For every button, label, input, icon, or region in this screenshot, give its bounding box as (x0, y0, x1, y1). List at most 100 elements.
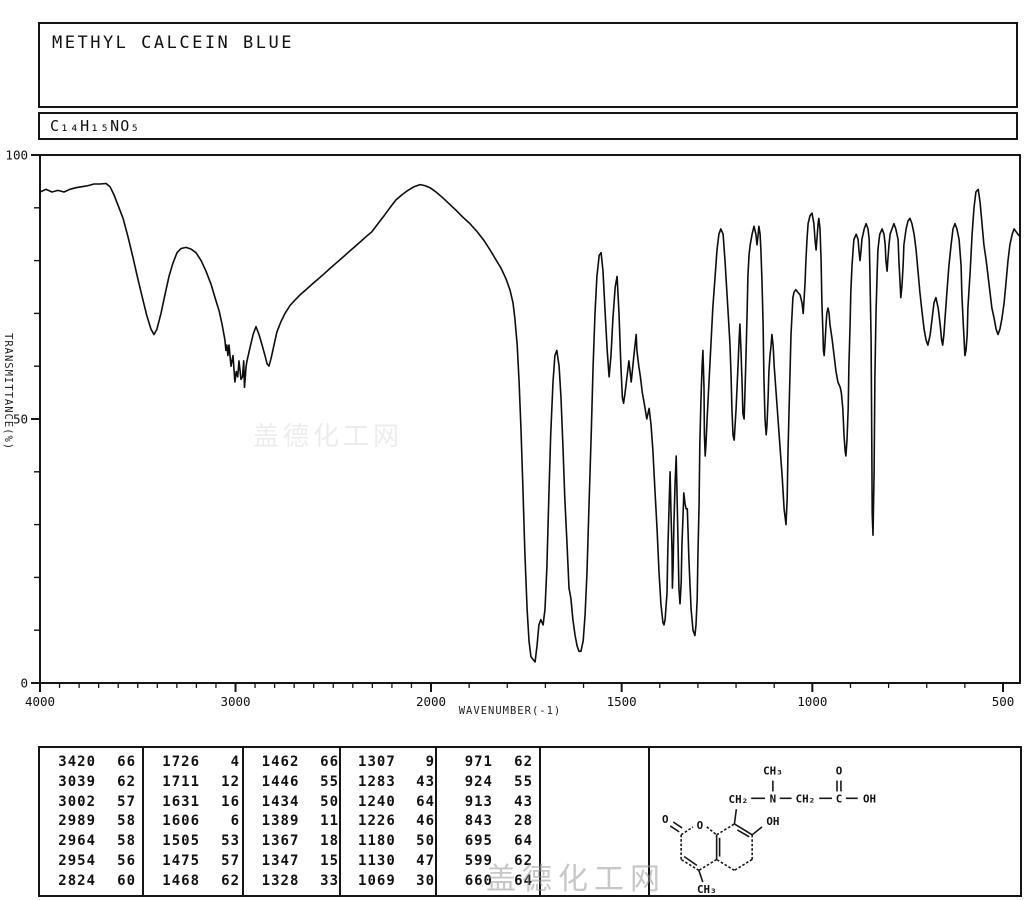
peak-table-column-4: 1307 9 1283 43 1240 64 1226 46 1180 50 1130 47 1069 3… (339, 748, 435, 895)
peak-wavenumber: 2954 (58, 853, 96, 870)
x-axis-title: WAVENUMBER(-1) (458, 705, 562, 717)
peak-transmittance: 62 (221, 872, 240, 889)
peak-transmittance: 62 (514, 753, 533, 770)
peak-table-column-2: 1726 4 1711 12 1631 16 1606 6 1505 53 1475 57 1468 62 (142, 748, 242, 895)
peak-transmittance: 58 (117, 833, 136, 850)
peak-wavenumber: 1180 (358, 833, 396, 850)
peak-wavenumber: 1475 (162, 853, 200, 870)
peak-transmittance: 47 (416, 853, 435, 870)
ir-spectrum-curve (39, 182, 1022, 663)
peak-wavenumber: 1226 (358, 813, 396, 830)
peak-table-row: 3420 66 (40, 755, 142, 769)
peak-wavenumber: 1283 (358, 773, 396, 790)
peak-wavenumber: 1711 (162, 773, 200, 790)
peak-transmittance: 11 (320, 813, 339, 830)
peak-table-row: 1328 33 (244, 874, 339, 888)
peak-table-row: 1631 16 (144, 795, 242, 809)
peak-wavenumber: 2824 (58, 872, 96, 889)
peak-transmittance: 64 (514, 872, 533, 889)
ring-oxygen-label: O (697, 819, 704, 832)
chemical-structure-drawing: O O OH CH₂ N CH₃ CH₂ C O OH CH₃ (662, 765, 876, 895)
peak-wavenumber: 843 (464, 813, 493, 830)
peak-table-row: 1726 4 (144, 755, 242, 769)
peak-table-row: 971 62 (437, 755, 539, 769)
peak-table-row: 1130 47 (341, 854, 435, 868)
peak-table-row: 1446 55 (244, 775, 339, 789)
carboxyl-o-label: O (836, 765, 843, 778)
peak-wavenumber: 971 (464, 753, 493, 770)
amine-n-label: N (770, 792, 777, 805)
peak-table-row: 1606 6 (144, 814, 242, 828)
x-tick-label: 1000 (797, 694, 827, 709)
peak-wavenumber: 599 (464, 853, 493, 870)
molecular-formula: C₁₄H₁₅NO₅ (50, 117, 141, 135)
peak-wavenumber: 660 (464, 872, 493, 889)
peak-wavenumber: 1328 (261, 872, 300, 889)
peak-wavenumber: 3039 (58, 773, 96, 790)
peak-transmittance: 62 (514, 853, 533, 870)
peak-table-column-1: 3420 66 3039 62 3002 57 2989 58 2964 58 2954 56 2824… (40, 748, 142, 895)
n-methyl-label: CH₃ (763, 765, 783, 778)
peak-wavenumber: 1130 (358, 853, 396, 870)
peak-table-row: 1226 46 (341, 814, 435, 828)
peak-wavenumber: 1240 (358, 793, 396, 810)
peak-transmittance: 55 (320, 773, 339, 790)
peak-table-row: 1475 57 (144, 854, 242, 868)
peak-transmittance: 16 (221, 793, 240, 810)
peak-table-row: 1711 12 (144, 775, 242, 789)
peak-table-row: 3002 57 (40, 795, 142, 809)
molecular-formula-box: C₁₄H₁₅NO₅ (38, 112, 1018, 140)
peak-transmittance: 56 (117, 853, 136, 870)
peak-table-column-5: 971 62 924 55 913 43 843 28 695 64 599 62 660 64 (435, 748, 539, 895)
y-axis-title: TRANSMITTANCE(%) (2, 333, 14, 451)
peak-table: 3420 66 3039 62 3002 57 2989 58 2964 58 2954 56 2824… (38, 746, 650, 897)
peak-wavenumber: 3002 (58, 793, 96, 810)
peak-transmittance: 57 (221, 853, 240, 870)
peak-transmittance: 30 (416, 872, 435, 889)
peak-transmittance: 58 (117, 813, 136, 830)
x-tick-label: 2000 (416, 694, 446, 709)
benzylic-ch2-label: CH₂ (729, 793, 749, 806)
peak-table-row: 1389 11 (244, 814, 339, 828)
peak-transmittance: 64 (514, 833, 533, 850)
x-tick-label: 500 (992, 694, 1015, 709)
peak-table-row: 2989 58 (40, 814, 142, 828)
peak-transmittance: 43 (514, 793, 533, 810)
peak-wavenumber: 2964 (58, 833, 96, 850)
glycine-ch2-label: CH₂ (796, 792, 816, 805)
peak-wavenumber: 1389 (261, 813, 300, 830)
peak-wavenumber: 1468 (162, 872, 200, 889)
peak-wavenumber: 1462 (261, 753, 300, 770)
peak-wavenumber: 695 (464, 833, 493, 850)
peak-transmittance: 50 (320, 793, 339, 810)
peak-transmittance: 33 (320, 872, 339, 889)
peak-transmittance: 55 (514, 773, 533, 790)
peak-transmittance: 50 (416, 833, 435, 850)
lactone-carbonyl-o-label: O (662, 813, 669, 826)
peak-table-row: 913 43 (437, 795, 539, 809)
peak-table-column-3: 1462 66 1446 55 1434 50 1389 11 1367 18 1347 15 1328… (242, 748, 339, 895)
peak-wavenumber: 1505 (162, 833, 200, 850)
peak-transmittance: 18 (320, 833, 339, 850)
peak-table-row: 1462 66 (244, 755, 339, 769)
peak-transmittance: 53 (221, 833, 240, 850)
peak-table-row: 1180 50 (341, 834, 435, 848)
peak-wavenumber: 913 (464, 793, 493, 810)
chemical-structure-box: O O OH CH₂ N CH₃ CH₂ C O OH CH₃ (648, 746, 1022, 897)
peak-table-row: 1468 62 (144, 874, 242, 888)
peak-table-row: 660 64 (437, 874, 539, 888)
peak-transmittance: 4 (230, 753, 240, 770)
peak-table-row: 695 64 (437, 834, 539, 848)
peak-table-row: 1505 53 (144, 834, 242, 848)
y-tick-label: 50 (13, 412, 28, 427)
peak-wavenumber: 1434 (261, 793, 300, 810)
peak-transmittance: 62 (117, 773, 136, 790)
peak-table-row: 3039 62 (40, 775, 142, 789)
peak-wavenumber: 1069 (358, 872, 396, 889)
peak-transmittance: 15 (320, 853, 339, 870)
peak-transmittance: 9 (425, 753, 435, 770)
carboxyl-oh-label: OH (863, 792, 876, 805)
peak-table-row: 2954 56 (40, 854, 142, 868)
x-tick-label: 4000 (25, 694, 55, 709)
